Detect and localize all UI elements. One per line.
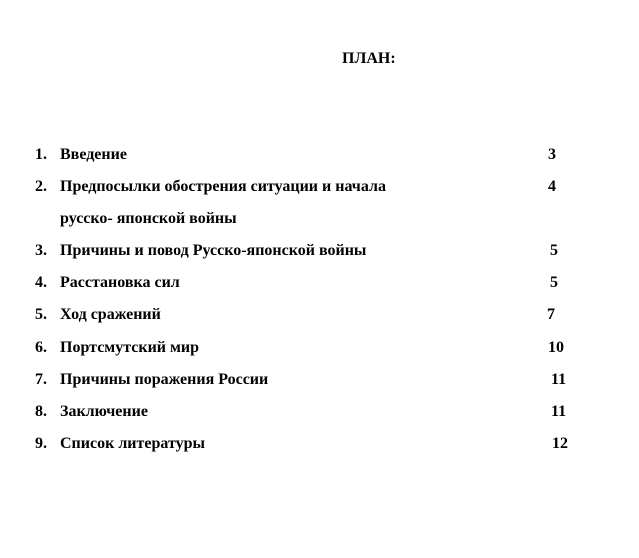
item-text: Причины и повод Русско-японской войны [60, 242, 367, 259]
item-text: Расстановка сил [60, 274, 180, 291]
item-text: Портсмутский мир [60, 339, 200, 356]
item-number: 8. [35, 403, 47, 420]
item-text: Заключение [60, 403, 148, 420]
item-text: Предпосылки обострения ситуации и начала [60, 178, 386, 195]
toc-item: 3. Причины и повод Русско-японской войны… [0, 242, 639, 262]
item-page: 4 [548, 178, 556, 195]
toc-item: 9. Список литературы 12 [0, 435, 639, 455]
item-number: 7. [35, 371, 47, 388]
item-number: 4. [35, 274, 47, 291]
toc-item: 6. Портсмутский мир 10 [0, 339, 639, 359]
item-text: Ход сражений [60, 306, 161, 323]
toc-item: 7. Причины поражения России 11 [0, 371, 639, 391]
toc-item: 1. Введение 3 [0, 146, 639, 166]
toc-item-continuation: русско- японской войны [0, 210, 639, 230]
item-page: 11 [551, 403, 567, 420]
item-text: Введение [60, 146, 127, 163]
toc-item: 5. Ход сражений 7 [0, 306, 639, 326]
item-page: 3 [548, 146, 556, 163]
plan-title: ПЛАН: [342, 50, 396, 67]
toc-item: 2. Предпосылки обострения ситуации и нач… [0, 178, 639, 198]
item-page: 7 [547, 306, 555, 323]
item-text-continuation: русско- японской войны [60, 210, 237, 227]
item-page: 5 [550, 274, 558, 291]
item-number: 1. [35, 146, 47, 163]
item-page: 11 [551, 371, 567, 388]
item-number: 3. [35, 242, 47, 259]
item-page: 5 [550, 242, 558, 259]
item-number: 2. [35, 178, 47, 195]
toc-item: 4. Расстановка сил 5 [0, 274, 639, 294]
item-page: 10 [548, 339, 564, 356]
item-text: Причины поражения России [60, 371, 269, 388]
item-number: 5. [35, 306, 47, 323]
item-number: 6. [35, 339, 47, 356]
item-text: Список литературы [60, 435, 205, 452]
item-number: 9. [35, 435, 47, 452]
toc-item: 8. Заключение 11 [0, 403, 639, 423]
item-page: 12 [552, 435, 568, 452]
